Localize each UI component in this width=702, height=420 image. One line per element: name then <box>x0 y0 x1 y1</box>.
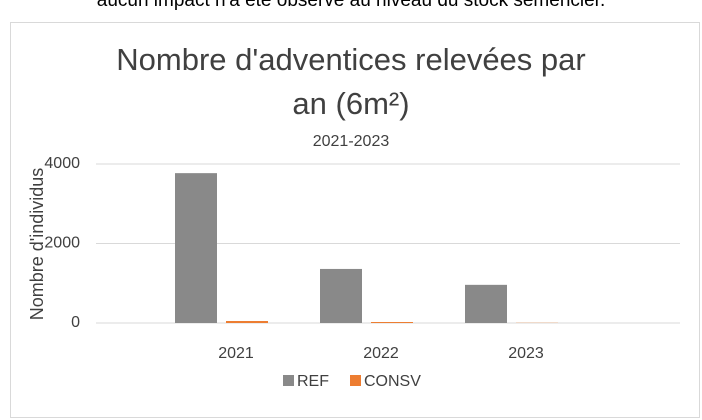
bar <box>226 321 268 323</box>
legend-label: CONSV <box>364 373 421 390</box>
y-tick-label: 2000 <box>44 235 80 252</box>
y-axis-label: Nombre d'individus <box>27 168 47 321</box>
legend-label: REF <box>297 373 329 390</box>
legend-swatch <box>350 375 361 386</box>
chart-frame <box>10 22 700 418</box>
x-tick-label: 2021 <box>218 345 254 362</box>
chart-title: Nombre d'adventices relevées par an (6m²… <box>116 42 586 121</box>
y-tick-label: 4000 <box>44 155 80 172</box>
intro-text: aucun impact n'a été observé au niveau d… <box>96 0 606 11</box>
x-tick-label: 2023 <box>508 345 544 362</box>
chart-subtitle: 2021-2023 <box>313 133 390 150</box>
bar <box>371 322 413 323</box>
bar <box>175 173 217 323</box>
legend-swatch <box>283 375 294 386</box>
x-tick-label: 2022 <box>363 345 399 362</box>
bar <box>465 284 507 323</box>
bar <box>320 268 362 323</box>
y-tick-label: 0 <box>71 314 80 331</box>
